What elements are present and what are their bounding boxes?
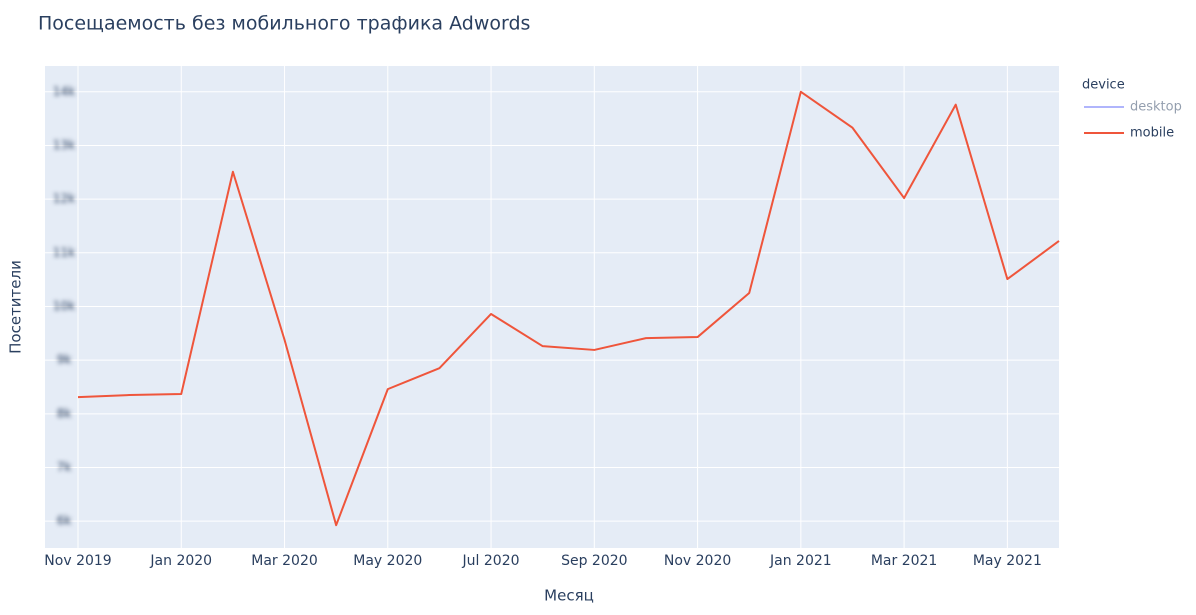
x-tick-label: May 2021 [973, 553, 1042, 569]
x-tick-label: Jul 2020 [462, 553, 520, 569]
x-tick-label: Mar 2021 [871, 553, 938, 569]
y-tick-label: 11k [53, 245, 75, 259]
x-tick-label: May 2020 [353, 553, 422, 569]
x-tick-label: Jan 2021 [769, 553, 832, 569]
legend-title: device [1082, 78, 1125, 93]
x-tick-label: Nov 2020 [664, 553, 731, 569]
x-tick-label: Mar 2020 [251, 553, 318, 569]
x-tick-label: Sep 2020 [561, 553, 627, 569]
y-tick-label: 9k [57, 353, 72, 367]
y-tick-label: 8k [57, 406, 72, 420]
legend-label: mobile [1130, 126, 1174, 141]
y-tick-label: 12k [53, 192, 75, 206]
y-tick-label: 6k [57, 514, 72, 528]
y-tick-label: 14k [53, 84, 75, 98]
plot-background [45, 66, 1059, 548]
y-axis-label: Посетители [7, 260, 25, 354]
chart-title: Посещаемость без мобильного трафика Adwo… [38, 13, 530, 35]
y-tick-label: 13k [53, 138, 75, 152]
line-series [77, 90, 1060, 527]
legend-item[interactable]: mobile [1084, 126, 1174, 141]
x-axis-label: Месяц [544, 587, 594, 605]
x-tick-label: Nov 2019 [44, 553, 111, 569]
legend-label: desktop [1130, 100, 1182, 115]
y-tick-label: 10k [53, 299, 75, 313]
legend-item[interactable]: desktop [1084, 100, 1182, 115]
x-tick-label: Jan 2020 [149, 553, 212, 569]
y-tick-label: 7k [57, 460, 72, 474]
